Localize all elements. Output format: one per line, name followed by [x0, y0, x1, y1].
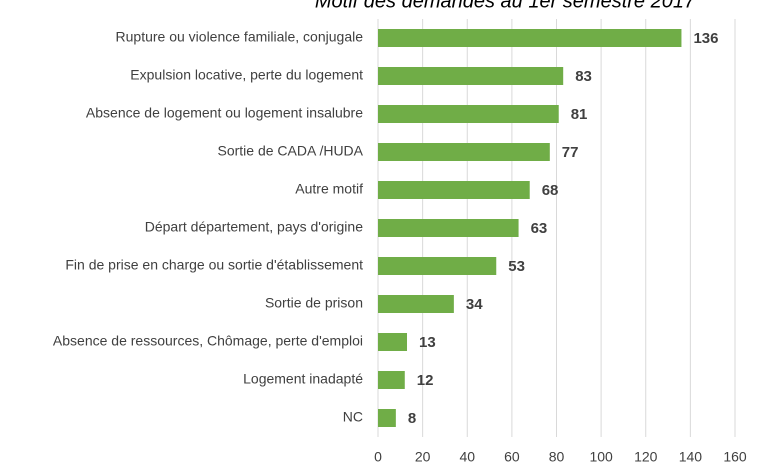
bar [378, 295, 454, 313]
y-tick-label: Logement inadapté [243, 371, 363, 387]
x-tick-label: 0 [374, 449, 382, 465]
bar [378, 257, 497, 275]
y-tick-label: Sortie de CADA /HUDA [218, 143, 364, 159]
y-tick-label: Sortie de prison [265, 295, 363, 311]
bar [378, 67, 564, 85]
y-tick-label: Fin de prise en charge ou sortie d'établ… [65, 257, 363, 273]
x-tick-label: 60 [504, 449, 520, 465]
bar [378, 181, 530, 199]
value-label: 83 [575, 68, 592, 85]
y-tick-label: NC [343, 409, 363, 425]
value-label: 81 [571, 106, 588, 123]
x-tick-label: 40 [459, 449, 475, 465]
bar [378, 333, 408, 351]
value-label: 12 [417, 372, 434, 389]
value-label: 136 [693, 30, 718, 47]
bar [378, 29, 682, 47]
bar [378, 219, 519, 237]
x-tick-label: 140 [679, 449, 703, 465]
y-tick-label: Expulsion locative, perte du logement [130, 67, 363, 83]
bar [378, 143, 550, 161]
x-tick-label: 120 [634, 449, 658, 465]
value-label: 34 [466, 296, 483, 313]
y-tick-label: Départ département, pays d'origine [145, 219, 363, 235]
y-tick-label: Absence de ressources, Chômage, perte d'… [53, 333, 363, 349]
value-label: 13 [419, 334, 436, 351]
bar [378, 105, 559, 123]
x-tick-label: 100 [589, 449, 613, 465]
bar [378, 371, 405, 389]
y-tick-label: Absence de logement ou logement insalubr… [86, 105, 363, 121]
value-label: 68 [542, 182, 559, 199]
value-label: 53 [508, 258, 525, 275]
bar [378, 409, 396, 427]
value-label: 8 [408, 410, 416, 427]
y-tick-label: Rupture ou violence familiale, conjugale [116, 29, 364, 45]
x-tick-label: 20 [415, 449, 431, 465]
chart-title: Motif des demandes au 1er semestre 2017 [315, 0, 696, 12]
value-label: 63 [531, 220, 548, 237]
x-tick-label: 160 [723, 449, 747, 465]
y-tick-label: Autre motif [295, 181, 363, 197]
x-tick-label: 80 [549, 449, 565, 465]
value-label: 77 [562, 144, 579, 161]
